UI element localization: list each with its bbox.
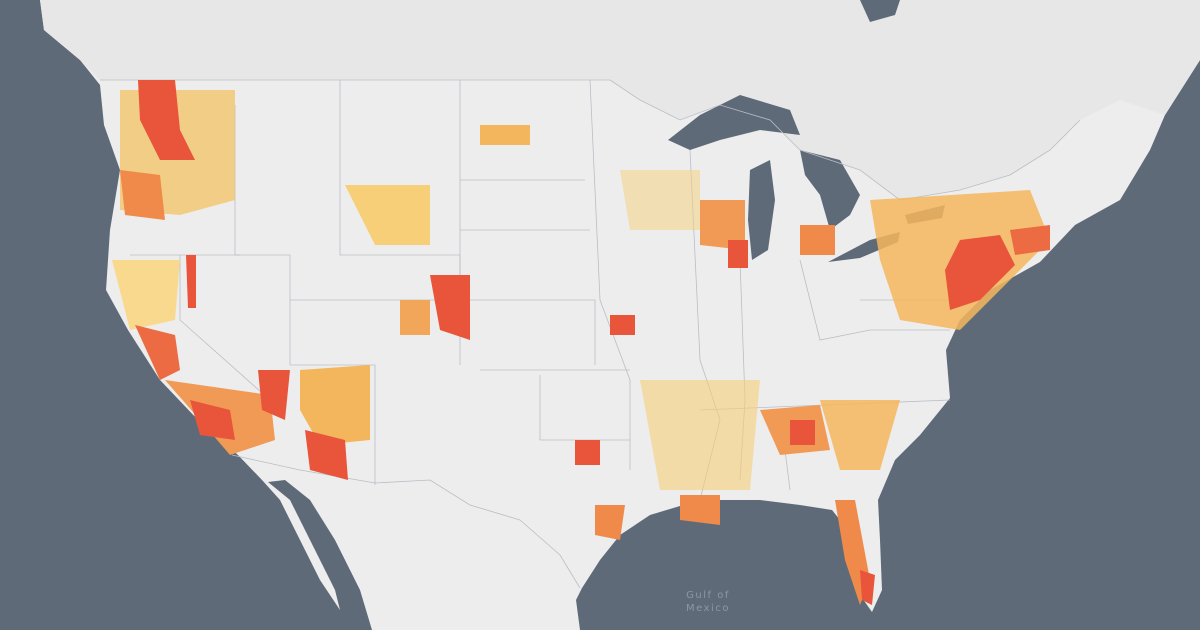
county-shading <box>112 80 1050 605</box>
county <box>1010 225 1050 255</box>
county <box>112 260 180 330</box>
county <box>120 170 165 220</box>
us-canada-border <box>100 79 1081 201</box>
county <box>258 370 290 420</box>
county <box>190 400 235 440</box>
county <box>345 185 430 245</box>
canada <box>40 0 1200 200</box>
county <box>400 300 430 335</box>
county <box>595 505 625 540</box>
lake-michigan <box>748 160 775 260</box>
county <box>860 570 875 605</box>
county <box>300 365 370 445</box>
county <box>480 125 530 145</box>
lake-superior <box>668 95 800 150</box>
county <box>945 235 1015 310</box>
county <box>430 275 470 340</box>
county <box>138 80 195 160</box>
county <box>700 200 745 250</box>
county <box>135 325 180 380</box>
county <box>305 430 348 480</box>
gulf-of-california <box>268 480 372 630</box>
water-label: Mexico <box>686 603 730 614</box>
lake-huron <box>800 150 860 230</box>
hudson-bay <box>860 0 900 22</box>
us-mexico-border <box>231 454 581 589</box>
county <box>820 400 900 470</box>
county <box>680 495 720 525</box>
county <box>728 240 748 268</box>
county <box>186 255 196 308</box>
county <box>640 380 760 490</box>
county <box>610 315 635 335</box>
county <box>575 440 600 465</box>
county <box>790 420 815 445</box>
water-label: Gulf of <box>686 590 730 601</box>
county <box>620 170 700 230</box>
county <box>800 225 835 255</box>
